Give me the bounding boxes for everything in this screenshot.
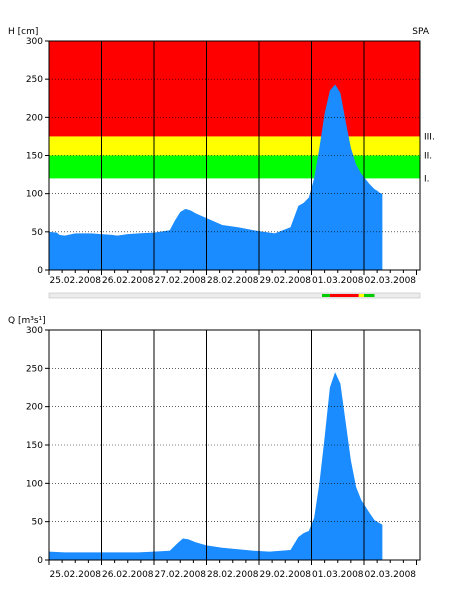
- x-tick-label: 26.02.2008: [102, 570, 154, 580]
- status-segment: [329, 294, 359, 297]
- y-tick-label: 0: [37, 556, 43, 566]
- y-tick-label: 200: [26, 113, 43, 123]
- series-area: [49, 372, 383, 560]
- x-tick-label: 26.02.2008: [102, 276, 154, 286]
- y-axis-label: Q [m³s¹]: [8, 316, 46, 326]
- threshold-label: II.: [424, 152, 432, 162]
- status-segment: [358, 294, 364, 297]
- x-tick-label: 25.02.2008: [49, 276, 101, 286]
- x-tick-label: 28.02.2008: [207, 276, 259, 286]
- discharge-chart: 0 50 100 150 200 250 300 25.02.2008 26.02.2008 27…: [8, 316, 421, 580]
- status-segment: [364, 294, 375, 297]
- y-axis-label: H [cm]: [8, 27, 38, 37]
- series-area: [49, 84, 383, 270]
- x-tick-label: 25.02.2008: [49, 570, 101, 580]
- station-label: SPA: [412, 27, 430, 37]
- y-tick-label: 50: [32, 518, 44, 528]
- y-tick-label: 300: [26, 326, 43, 336]
- x-tick-label: 27.02.2008: [154, 276, 206, 286]
- x-tick-label: 01.03.2008: [312, 570, 364, 580]
- x-tick-label: 27.02.2008: [154, 570, 206, 580]
- x-tick-label: 29.02.2008: [259, 570, 311, 580]
- y-tick-label: 250: [26, 364, 43, 374]
- y-tick-label: 100: [26, 190, 43, 200]
- y-tick-label: 0: [37, 266, 43, 276]
- threshold-label: I.: [424, 174, 430, 184]
- x-tick-label: 01.03.2008: [312, 276, 364, 286]
- y-tick-label: 300: [26, 37, 43, 47]
- y-tick-label: 100: [26, 479, 43, 489]
- threshold-label: III.: [424, 132, 435, 142]
- status-strip-bg: [48, 292, 421, 299]
- y-tick-label: 150: [26, 152, 43, 162]
- status-segment: [322, 294, 330, 297]
- y-tick-label: 150: [26, 441, 43, 451]
- threshold-band: [49, 41, 420, 137]
- water-level-chart: I. II. III. 0 50 100 150 200 250 300 25.02.2008 26.…: [8, 27, 435, 286]
- y-tick-label: 200: [26, 403, 43, 413]
- status-strip: [48, 292, 421, 299]
- x-tick-label: 29.02.2008: [259, 276, 311, 286]
- y-tick-label: 50: [32, 228, 44, 238]
- y-tick-label: 250: [26, 75, 43, 85]
- x-tick-label: 02.03.2008: [364, 276, 416, 286]
- x-tick-label: 02.03.2008: [364, 570, 416, 580]
- x-tick-label: 28.02.2008: [207, 570, 259, 580]
